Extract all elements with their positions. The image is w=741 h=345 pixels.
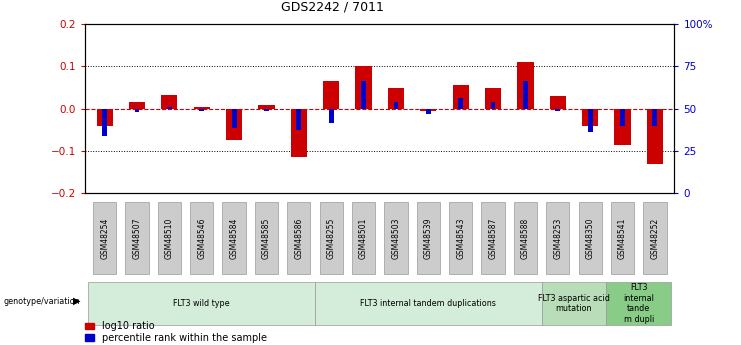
FancyBboxPatch shape (643, 201, 667, 275)
Text: ▶: ▶ (73, 296, 80, 306)
Text: GSM48510: GSM48510 (165, 217, 174, 259)
Bar (259, 105, 275, 109)
FancyBboxPatch shape (416, 201, 440, 275)
Text: GSM48252: GSM48252 (651, 217, 659, 259)
FancyBboxPatch shape (385, 201, 408, 275)
Text: genotype/variation: genotype/variation (4, 297, 80, 306)
FancyBboxPatch shape (125, 201, 149, 275)
Text: GSM48586: GSM48586 (294, 217, 303, 259)
Bar (458, 98, 463, 109)
Bar (226, 109, 242, 140)
Bar (290, 109, 307, 157)
Text: GSM48584: GSM48584 (230, 217, 239, 259)
Text: GSM48350: GSM48350 (585, 217, 595, 259)
Bar (102, 109, 107, 136)
FancyBboxPatch shape (546, 201, 569, 275)
Bar (588, 109, 593, 132)
Bar (453, 86, 469, 109)
FancyBboxPatch shape (606, 282, 671, 325)
Bar (614, 109, 631, 145)
Text: GSM48501: GSM48501 (359, 217, 368, 259)
Text: GSM48507: GSM48507 (133, 217, 142, 259)
FancyBboxPatch shape (449, 201, 472, 275)
FancyBboxPatch shape (319, 201, 343, 275)
Bar (485, 88, 501, 109)
Bar (199, 109, 205, 111)
Bar (653, 109, 657, 126)
Text: GSM48539: GSM48539 (424, 217, 433, 259)
FancyBboxPatch shape (352, 201, 375, 275)
Text: GSM48546: GSM48546 (197, 217, 206, 259)
Bar (129, 102, 145, 109)
Text: GSM48587: GSM48587 (488, 217, 497, 259)
Text: GSM48253: GSM48253 (554, 217, 562, 259)
Text: GDS2242 / 7011: GDS2242 / 7011 (281, 1, 384, 14)
Bar (388, 88, 404, 109)
Text: FLT3 internal tandem duplications: FLT3 internal tandem duplications (360, 299, 496, 308)
Text: GSM48541: GSM48541 (618, 217, 627, 259)
Legend: log10 ratio, percentile rank within the sample: log10 ratio, percentile rank within the … (85, 321, 267, 343)
Bar (162, 95, 177, 109)
Bar (550, 96, 566, 109)
Bar (356, 66, 372, 109)
Bar (167, 107, 172, 109)
Bar (393, 102, 399, 109)
FancyBboxPatch shape (88, 282, 315, 325)
FancyBboxPatch shape (579, 201, 602, 275)
FancyBboxPatch shape (255, 201, 278, 275)
Bar (517, 62, 534, 109)
Text: FLT3
internal
tande
m dupli: FLT3 internal tande m dupli (623, 284, 654, 324)
Text: GSM48503: GSM48503 (391, 217, 400, 259)
Bar (264, 109, 269, 111)
Bar (620, 109, 625, 126)
Bar (193, 107, 210, 109)
Bar (135, 109, 139, 112)
Bar (647, 109, 663, 164)
Bar (491, 102, 496, 109)
Text: GSM48254: GSM48254 (100, 217, 109, 259)
Bar (420, 109, 436, 111)
FancyBboxPatch shape (542, 282, 606, 325)
FancyBboxPatch shape (611, 201, 634, 275)
Text: GSM48543: GSM48543 (456, 217, 465, 259)
Bar (329, 109, 333, 124)
Bar (426, 109, 431, 114)
FancyBboxPatch shape (93, 201, 116, 275)
Bar (96, 109, 113, 126)
FancyBboxPatch shape (288, 201, 310, 275)
Bar (555, 109, 560, 111)
Bar (582, 109, 598, 126)
Text: FLT3 aspartic acid
mutation: FLT3 aspartic acid mutation (538, 294, 610, 313)
FancyBboxPatch shape (158, 201, 181, 275)
FancyBboxPatch shape (482, 201, 505, 275)
Bar (232, 109, 236, 128)
Bar (523, 81, 528, 109)
Text: GSM48585: GSM48585 (262, 217, 271, 259)
Text: GSM48588: GSM48588 (521, 217, 530, 259)
FancyBboxPatch shape (190, 201, 213, 275)
FancyBboxPatch shape (315, 282, 542, 325)
Bar (296, 109, 302, 130)
Text: GSM48255: GSM48255 (327, 217, 336, 259)
FancyBboxPatch shape (222, 201, 246, 275)
Bar (323, 81, 339, 109)
FancyBboxPatch shape (514, 201, 537, 275)
Bar (361, 81, 366, 109)
Text: FLT3 wild type: FLT3 wild type (173, 299, 230, 308)
